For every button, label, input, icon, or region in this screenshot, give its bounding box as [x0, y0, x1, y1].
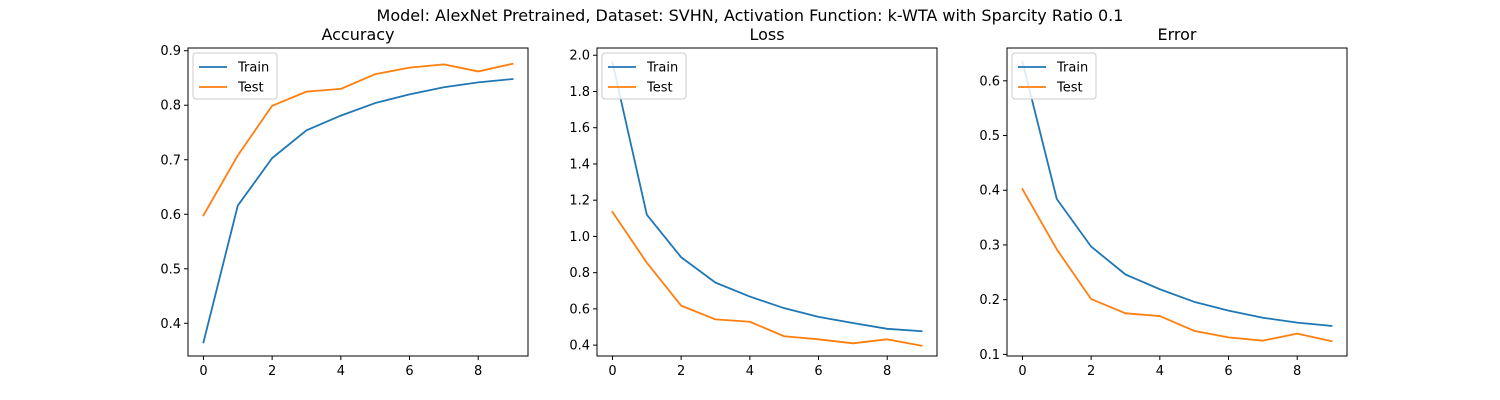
subplot-loss: Loss 0 2 4 6 8 0.4 0.6 0.8 1.0 1.2 1.4 1.6 1.8 2.0 Trai…	[569, 25, 938, 379]
y-tick-label: 0.8	[160, 99, 181, 114]
series-line-train	[202, 78, 514, 344]
x-tick-label: 4	[337, 364, 345, 379]
x-tick-label: 6	[814, 364, 822, 379]
y-tick-label: 0.4	[569, 339, 590, 354]
x-tick-label: 8	[1293, 364, 1301, 379]
legend: Train Test	[601, 52, 687, 100]
x-tick-label: 2	[268, 364, 276, 379]
axes-frame	[187, 47, 529, 357]
legend-label-test: Test	[646, 81, 673, 96]
subplots: Accuracy 0 2 4 6 8 0.4 0.5 0.6 0.7 0.8 0.9 Train Test…	[160, 25, 1348, 379]
y-tick-label: 0.6	[569, 302, 590, 317]
legend-label-train: Train	[646, 61, 678, 76]
legend-label-test: Test	[237, 81, 264, 96]
x-tick-label: 8	[474, 364, 482, 379]
y-tick-label: 0.2	[979, 293, 1000, 308]
y-tick-label: 0.6	[979, 74, 1000, 89]
subplot-accuracy: Accuracy 0 2 4 6 8 0.4 0.5 0.6 0.7 0.8 0.9 Train Test	[160, 25, 529, 379]
y-tick-label: 1.2	[569, 194, 590, 209]
y-tick-label: 0.4	[979, 184, 1000, 199]
y-tick-label: 0.8	[569, 266, 590, 281]
legend-label-test: Test	[1056, 81, 1083, 96]
subplot-title: Accuracy	[321, 25, 394, 44]
x-tick-label: 0	[1018, 364, 1026, 379]
series-line-test	[1021, 187, 1333, 343]
y-tick-label: 0.6	[160, 208, 181, 223]
y-tick-label: 2.0	[569, 49, 590, 64]
series-line-test	[611, 210, 923, 347]
figure-suptitle: Model: AlexNet Pretrained, Dataset: SVHN…	[377, 6, 1124, 25]
x-tick-label: 4	[1156, 364, 1164, 379]
y-tick-label: 1.0	[569, 230, 590, 245]
subplot-error: Error 0 2 4 6 8 0.1 0.2 0.3 0.4 0.5 0.6 Train Test	[979, 25, 1348, 379]
y-tick-label: 0.5	[160, 262, 181, 277]
x-tick-label: 2	[1087, 364, 1095, 379]
x-tick-label: 0	[199, 364, 207, 379]
y-tick-label: 0.3	[979, 238, 1000, 253]
series-line-train	[611, 61, 923, 333]
legend-label-train: Train	[1056, 61, 1088, 76]
subplot-title: Error	[1158, 25, 1197, 44]
x-tick-label: 2	[677, 364, 685, 379]
subplot-title: Loss	[749, 25, 784, 44]
y-tick-label: 1.4	[569, 157, 590, 172]
series-line-test	[202, 62, 514, 217]
x-tick-label: 4	[746, 364, 754, 379]
y-tick-label: 1.8	[569, 85, 590, 100]
axes-frame	[1006, 47, 1348, 357]
legend-label-train: Train	[237, 61, 269, 76]
x-tick-label: 0	[608, 364, 616, 379]
legend: Train Test	[1011, 52, 1097, 100]
x-tick-label: 8	[883, 364, 891, 379]
x-tick-label: 6	[405, 364, 413, 379]
y-tick-label: 0.9	[160, 44, 181, 59]
y-tick-label: 1.6	[569, 121, 590, 136]
series-line-train	[1021, 60, 1333, 327]
y-tick-label: 0.7	[160, 153, 181, 168]
y-tick-label: 0.1	[979, 348, 1000, 363]
y-tick-label: 0.4	[160, 317, 181, 332]
legend: Train Test	[192, 52, 278, 100]
axes-frame	[596, 47, 938, 357]
y-tick-label: 0.5	[979, 129, 1000, 144]
x-tick-label: 6	[1224, 364, 1232, 379]
